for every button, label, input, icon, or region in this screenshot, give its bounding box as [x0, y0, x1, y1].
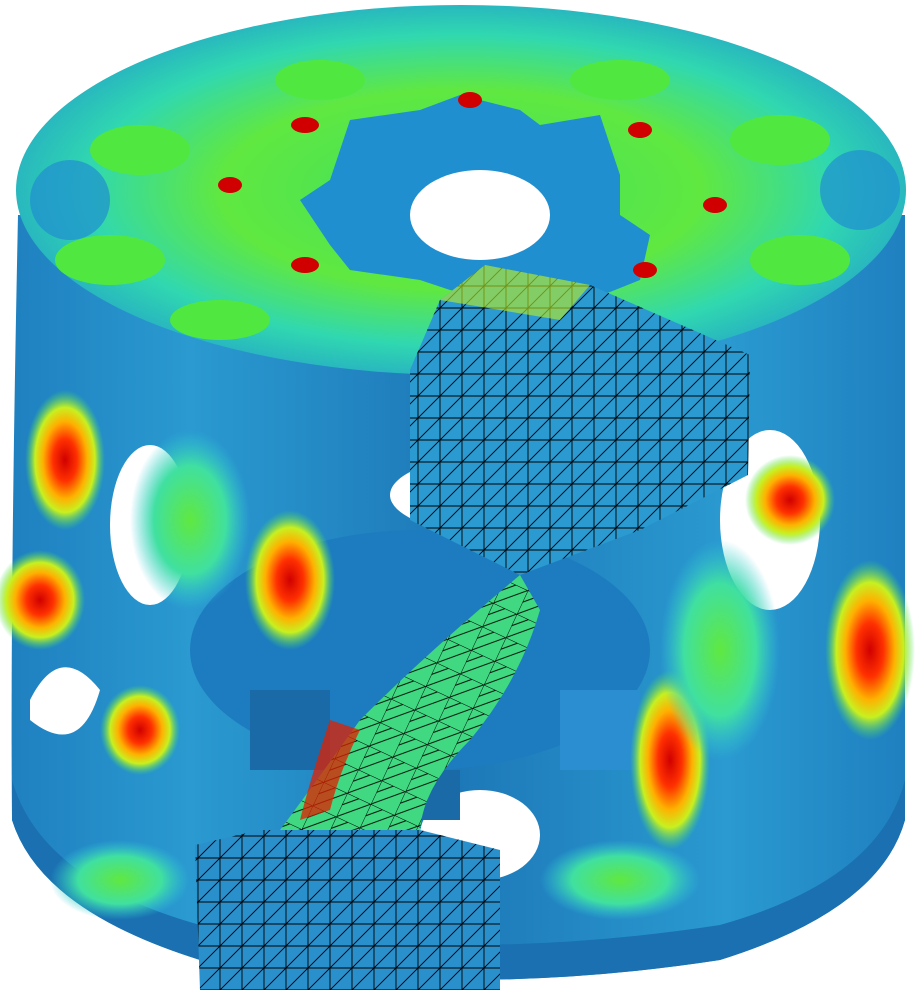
opening-left-low — [30, 667, 100, 735]
